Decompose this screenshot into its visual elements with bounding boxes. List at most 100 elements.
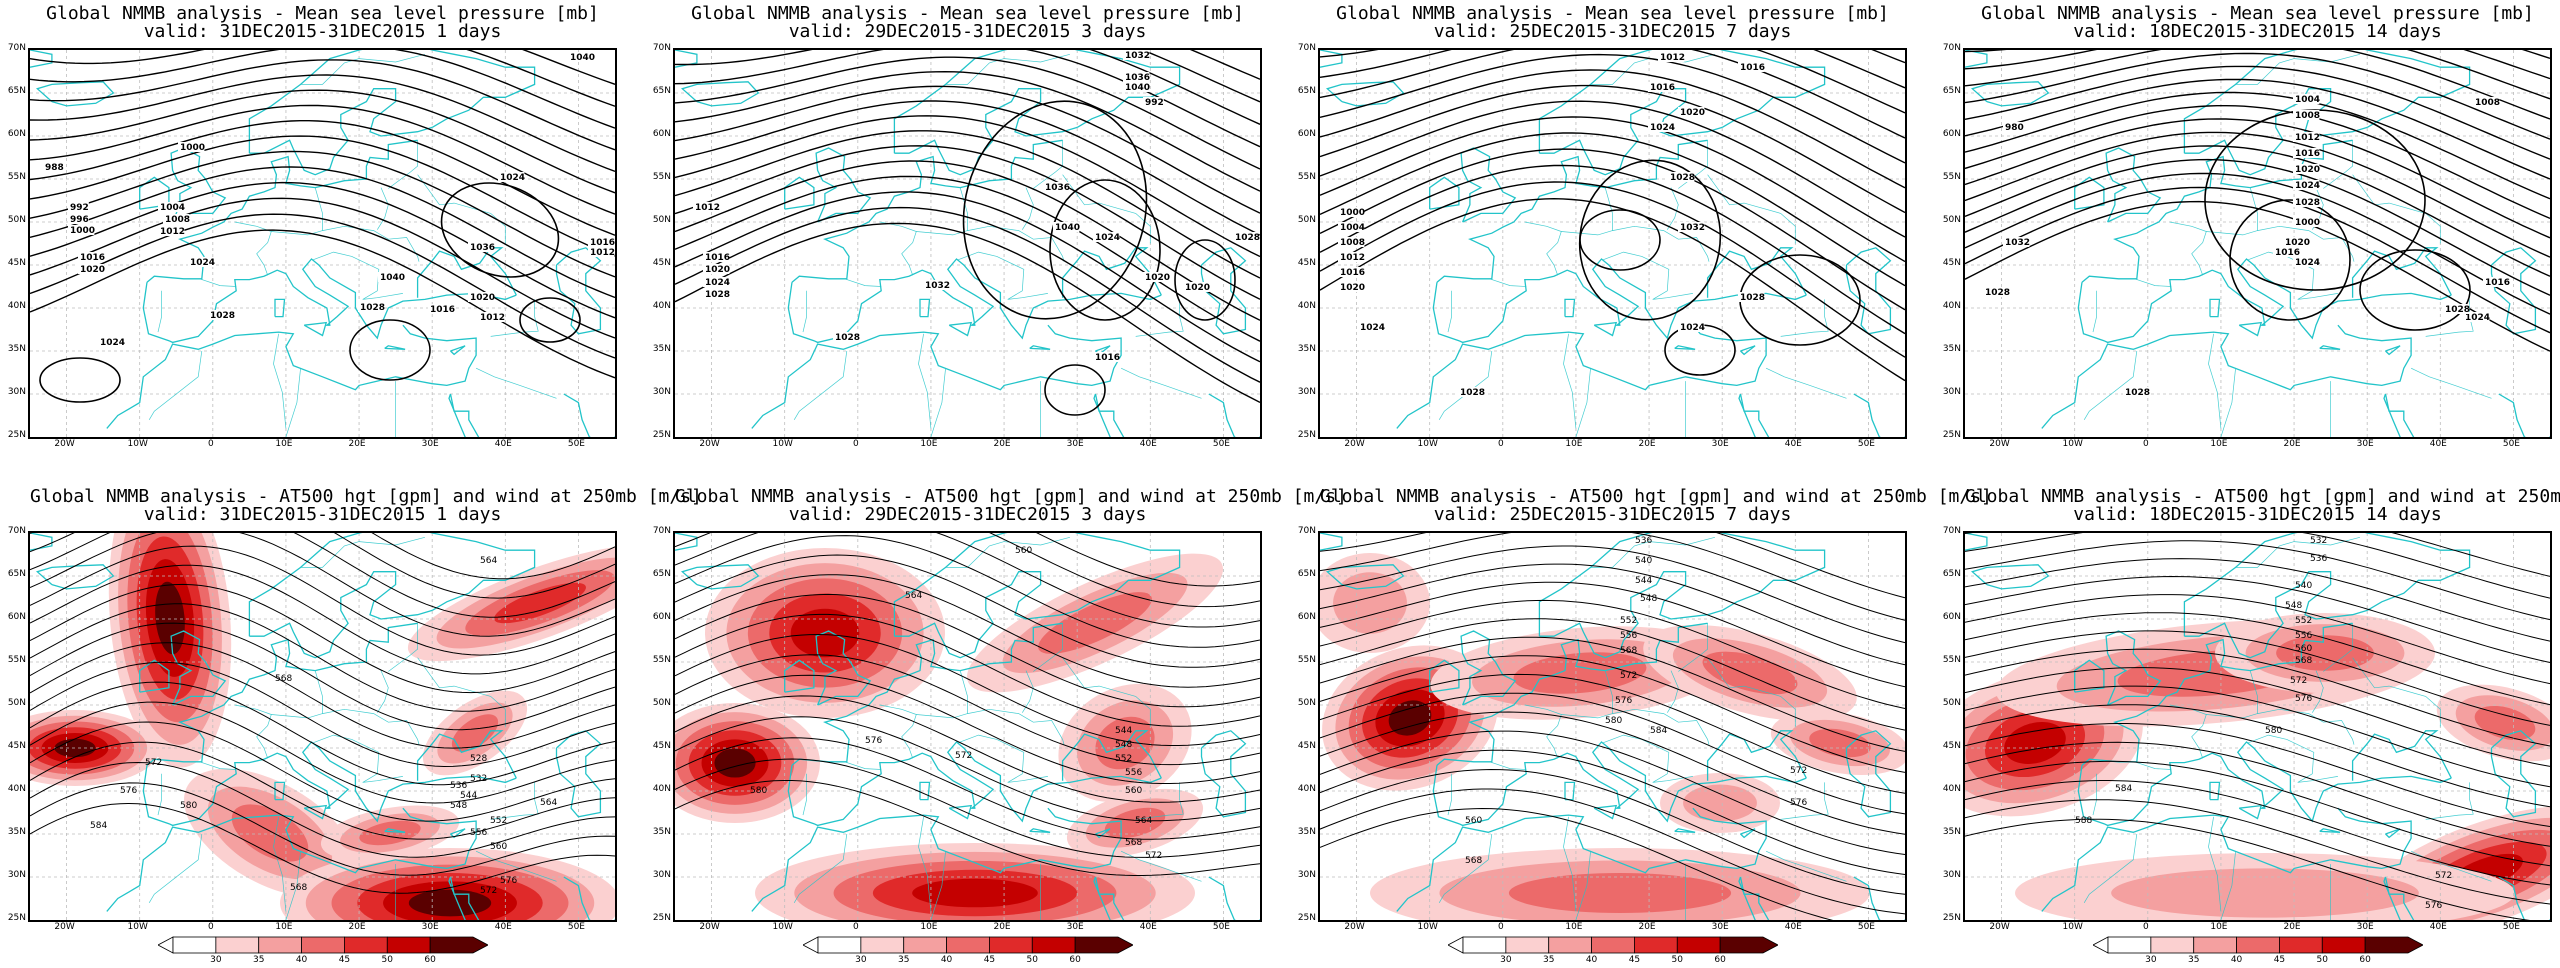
coastline (431, 533, 536, 611)
country-border (918, 816, 932, 912)
svg-text:1032: 1032 (1125, 51, 1150, 61)
country-border (1561, 225, 1710, 262)
latitude-label: 50N (1942, 215, 1961, 225)
coastline (1593, 804, 1618, 820)
latitude-label: 60N (1942, 129, 1961, 139)
wind-speed-shading (1095, 716, 1155, 770)
z500-wind-map-panel: Global NMMB analysis - AT500 hgt [gpm] a… (1290, 488, 1992, 966)
longitude-label: 40E (2429, 922, 2447, 932)
country-border (271, 708, 420, 745)
contour-line (30, 74, 615, 173)
coastline (1740, 828, 1756, 839)
country-border (1563, 816, 1577, 912)
latitude-label: 35N (652, 344, 671, 354)
coastline (1396, 324, 1767, 429)
coastline (1738, 876, 1756, 920)
contour-line (675, 554, 1260, 668)
svg-text:536: 536 (450, 781, 467, 791)
svg-text:1040: 1040 (380, 273, 405, 283)
country-border (2208, 333, 2222, 429)
contour-label: 576 (120, 786, 137, 796)
coastline (1061, 247, 1162, 298)
country-border (2206, 708, 2355, 745)
country-border (234, 704, 272, 759)
latitude-label: 50N (652, 215, 671, 225)
coastline (106, 324, 477, 429)
country-border (918, 333, 932, 429)
coastline (680, 564, 760, 590)
latitude-label: 60N (1297, 129, 1316, 139)
contour-label: 544 (460, 791, 477, 801)
latitude-label: 45N (1942, 741, 1961, 751)
coastline (787, 741, 1162, 827)
longitude-label: 30E (1711, 922, 1729, 932)
country-border (1561, 708, 1710, 745)
svg-text:1024: 1024 (1680, 323, 1705, 333)
colorbar-segment (1462, 936, 1507, 954)
contour-label: 1000 (1338, 207, 1365, 218)
longitude-label: 10W (1417, 439, 1438, 449)
svg-text:1036: 1036 (470, 243, 495, 253)
country-border (1489, 278, 1527, 287)
contour-line (30, 681, 615, 786)
contour-label: 560 (1465, 816, 1482, 826)
contour-line (675, 50, 1260, 125)
map-frame: 536 540 544 548 552 556 568 572 576 580 584 560 568 5… (1318, 531, 1907, 922)
svg-text:1028: 1028 (210, 311, 235, 321)
country-border (2323, 140, 2353, 189)
coastline (563, 876, 615, 920)
country-border (285, 368, 301, 437)
wind-speed-shading (1388, 700, 1432, 736)
svg-text:1020: 1020 (1680, 108, 1705, 118)
coastline (2041, 324, 2412, 429)
coastline (384, 828, 406, 833)
contour-label: 568 (2295, 656, 2312, 666)
coastline (448, 876, 466, 920)
country-border (1033, 623, 1063, 672)
contour-line (675, 780, 1260, 876)
contour-label: 1024 (498, 172, 525, 183)
contour-label: 1024 (2293, 180, 2320, 191)
map-canvas: 5645685725765805845285325365445485525565… (30, 533, 615, 920)
contour-label: 1028 (358, 302, 385, 313)
latitude-label: 40N (1297, 301, 1316, 311)
contour-label: 1028 (1233, 232, 1260, 243)
coastline (1429, 659, 1460, 693)
contour-line (30, 229, 615, 379)
wind-speed-shading (359, 820, 421, 846)
latitude-label: 40N (1942, 784, 1961, 794)
coastline (1460, 147, 1517, 223)
svg-text:1020: 1020 (1145, 273, 1170, 283)
coastline (2105, 630, 2162, 706)
contour-line (1320, 563, 1905, 666)
country-border (1765, 850, 1847, 882)
svg-text:556: 556 (1125, 768, 1142, 778)
contour-label: 1036 (1123, 72, 1150, 83)
contour-line (1965, 50, 2550, 120)
country-border (957, 251, 1048, 300)
wind-colorbar: 30 35 40 45 50 60 (2092, 936, 2424, 968)
contour-label: 1016 (1338, 267, 1365, 278)
country-border (475, 850, 557, 882)
country-border (2410, 367, 2492, 399)
colorbar-tick-label: 60 (1714, 955, 1726, 965)
coastline (919, 298, 931, 318)
closed-contour (440, 182, 560, 278)
svg-text:1008: 1008 (2295, 111, 2320, 121)
contour-label: 1024 (1093, 232, 1120, 243)
map-canvas: 1032103610409921012101610201024102810281… (675, 50, 1260, 437)
longitude-label: 0 (207, 439, 214, 449)
country-border (199, 761, 237, 770)
colorbar-segment (2364, 936, 2424, 954)
contour-line (1320, 53, 1905, 164)
contour-label: 1020 (2283, 237, 2310, 248)
svg-text:1028: 1028 (2445, 305, 2470, 315)
country-border (1135, 782, 1184, 820)
contour-label: 1032 (1123, 50, 1150, 61)
contour-line (1320, 807, 1834, 920)
contour-label: 1000 (2293, 217, 2320, 228)
z500-wind-map-panel: Global NMMB analysis - AT500 hgt [gpm] a… (645, 488, 1347, 966)
country-border (1707, 657, 1796, 727)
latitude-label: 30N (1297, 870, 1316, 880)
